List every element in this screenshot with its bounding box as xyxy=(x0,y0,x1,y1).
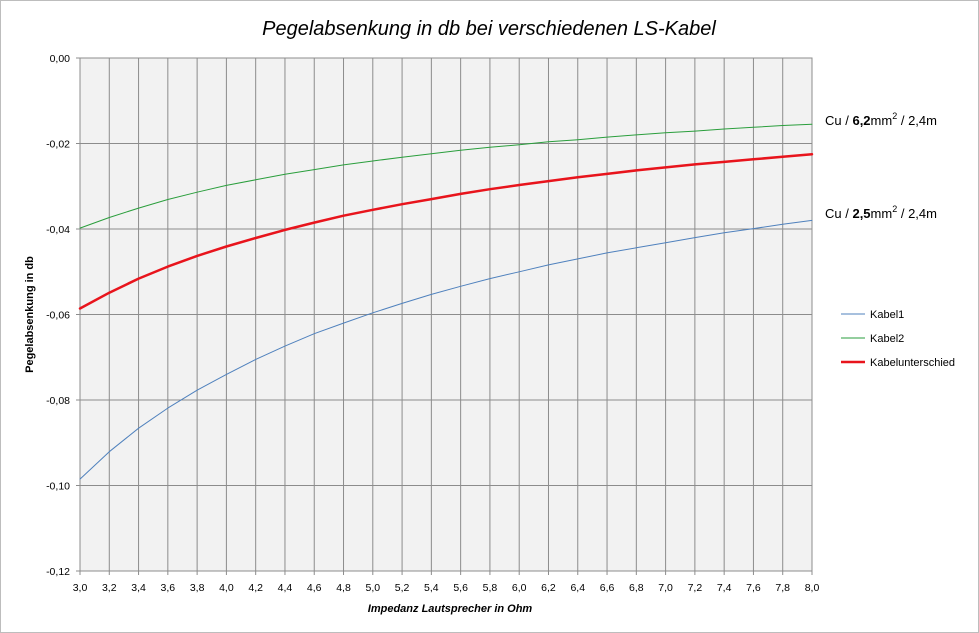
x-tick-label: 3,6 xyxy=(161,582,176,594)
annotation-superscript: 2 xyxy=(892,111,897,121)
annotation-superscript: 2 xyxy=(892,204,897,214)
y-axis-label: Pegelabsenkung in db xyxy=(24,256,36,373)
x-tick-label: 3,2 xyxy=(102,582,117,594)
cable-annotation: Cu / 6,2mm2 / 2,4m xyxy=(825,111,937,128)
series-line-kabelunterschied xyxy=(78,152,814,310)
annotation-cross-section: 6,2 xyxy=(852,113,870,128)
x-tick-label: 5,4 xyxy=(424,582,439,594)
x-tick-label: 7,2 xyxy=(688,582,703,594)
y-tick-label: 0,00 xyxy=(50,53,71,65)
x-tick-label: 4,4 xyxy=(278,582,293,594)
legend-label: Kabelunterschied xyxy=(870,357,955,369)
x-tick-label: 4,6 xyxy=(307,582,322,594)
x-tick-label: 3,8 xyxy=(190,582,205,594)
y-tick-label: -0,12 xyxy=(46,566,70,578)
chart-title: Pegelabsenkung in db bei verschiedenen L… xyxy=(262,18,716,40)
x-tick-label: 6,2 xyxy=(541,582,556,594)
legend: Kabel1 Kabel2 Kabelunterschied xyxy=(841,309,955,369)
x-tick-label: 7,0 xyxy=(658,582,673,594)
x-tick-label: 7,6 xyxy=(746,582,761,594)
series-line-kabel2 xyxy=(79,123,813,229)
annotation-unit: mm xyxy=(871,113,893,128)
annotation-cross-section: 2,5 xyxy=(852,206,870,221)
series-line-kabel1 xyxy=(79,219,813,480)
y-tick-label: -0,06 xyxy=(46,310,70,322)
x-tick-label: 4,0 xyxy=(219,582,234,594)
x-tick-label: 5,0 xyxy=(365,582,380,594)
y-tick-label: -0,02 xyxy=(46,139,70,151)
x-tick-label: 7,4 xyxy=(717,582,732,594)
x-tick-label: 6,6 xyxy=(600,582,615,594)
x-axis-ticks: 3,0 3,2 3,4 3,6 3,8 4,0 4,2 4,4 4,6 4,8 5,0 5,2 5,4 5… xyxy=(73,571,820,594)
annotation-prefix: Cu / xyxy=(825,113,852,128)
x-tick-label: 5,8 xyxy=(483,582,498,594)
y-tick-label: -0,04 xyxy=(46,224,70,236)
x-tick-label: 5,6 xyxy=(453,582,468,594)
x-tick-label: 5,2 xyxy=(395,582,410,594)
legend-label: Kabel1 xyxy=(870,309,904,321)
x-tick-label: 6,4 xyxy=(570,582,585,594)
cable-annotation: Cu / 2,5mm2 / 2,4m xyxy=(825,204,937,221)
x-tick-label: 7,8 xyxy=(775,582,790,594)
x-tick-label: 3,0 xyxy=(73,582,88,594)
y-tick-label: -0,08 xyxy=(46,395,70,407)
x-tick-label: 4,2 xyxy=(248,582,263,594)
annotation-length: / 2,4m xyxy=(897,113,937,128)
y-axis-ticks: 0,00 -0,02 -0,04 -0,06 -0,08 -0,10 -0,12 xyxy=(46,53,80,578)
x-tick-label: 8,0 xyxy=(805,582,820,594)
x-tick-label: 3,4 xyxy=(131,582,146,594)
x-tick-label: 6,8 xyxy=(629,582,644,594)
x-tick-label: 4,8 xyxy=(336,582,351,594)
annotation-prefix: Cu / xyxy=(825,206,852,221)
x-axis-label: Impedanz Lautsprecher in Ohm xyxy=(368,603,533,615)
annotation-unit: mm xyxy=(871,206,893,221)
y-tick-label: -0,10 xyxy=(46,481,70,493)
legend-label: Kabel2 xyxy=(870,333,904,345)
x-tick-label: 6,0 xyxy=(512,582,527,594)
series-lines xyxy=(78,123,814,480)
annotation-length: / 2,4m xyxy=(897,206,937,221)
